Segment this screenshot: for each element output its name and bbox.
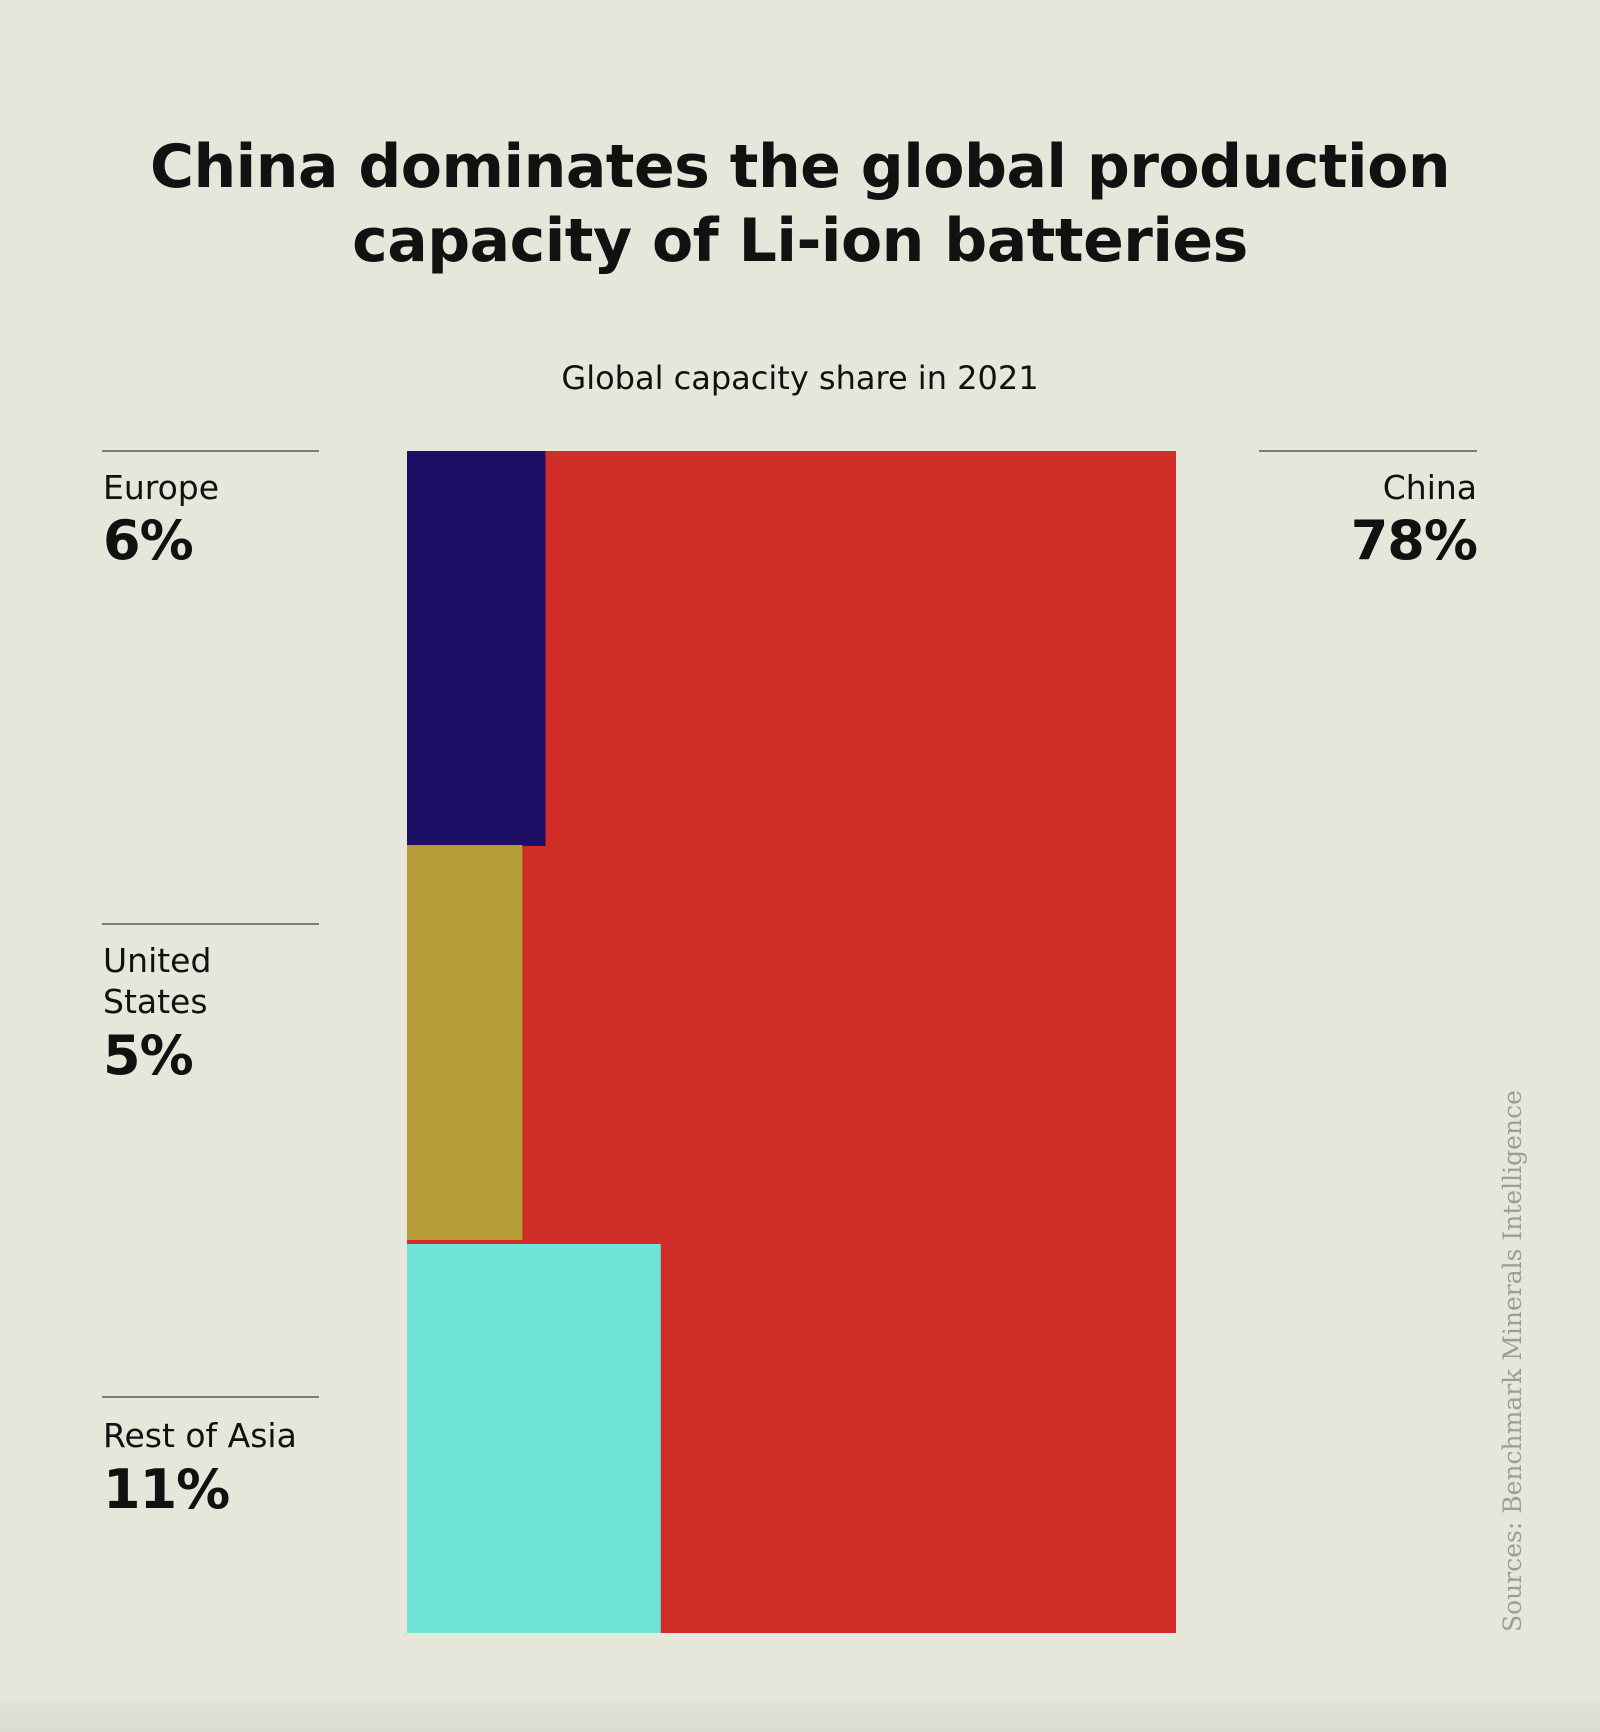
value-china: 78% xyxy=(1350,509,1478,572)
value-rest-of-asia: 11% xyxy=(103,1458,230,1521)
divider-rest-of-asia xyxy=(102,1396,319,1398)
label-rest-of-asia: Rest of Asia xyxy=(103,1416,297,1455)
source-note: Sources: Benchmark Minerals Intelligence xyxy=(1498,1090,1527,1632)
bar-united-states xyxy=(407,845,523,1240)
divider-europe xyxy=(102,450,319,452)
bottom-band xyxy=(0,1700,1600,1732)
label-china: China xyxy=(1382,468,1477,507)
divider-china xyxy=(1259,450,1477,452)
value-united-states: 5% xyxy=(103,1024,194,1087)
chart-title: China dominates the global production ca… xyxy=(0,130,1600,278)
bar-rest-of-asia xyxy=(407,1244,661,1633)
label-europe: Europe xyxy=(103,468,220,507)
divider-united-states xyxy=(102,923,319,925)
label-united-states-line-1: United xyxy=(103,941,212,980)
bar-europe xyxy=(407,451,546,846)
chart-title-line-2: capacity of Li-ion batteries xyxy=(352,206,1248,276)
label-united-states-line-2: States xyxy=(103,982,208,1021)
value-europe: 6% xyxy=(103,509,194,572)
chart-subtitle: Global capacity share in 2021 xyxy=(561,359,1039,397)
chart-title-line-1: China dominates the global production xyxy=(149,132,1451,202)
